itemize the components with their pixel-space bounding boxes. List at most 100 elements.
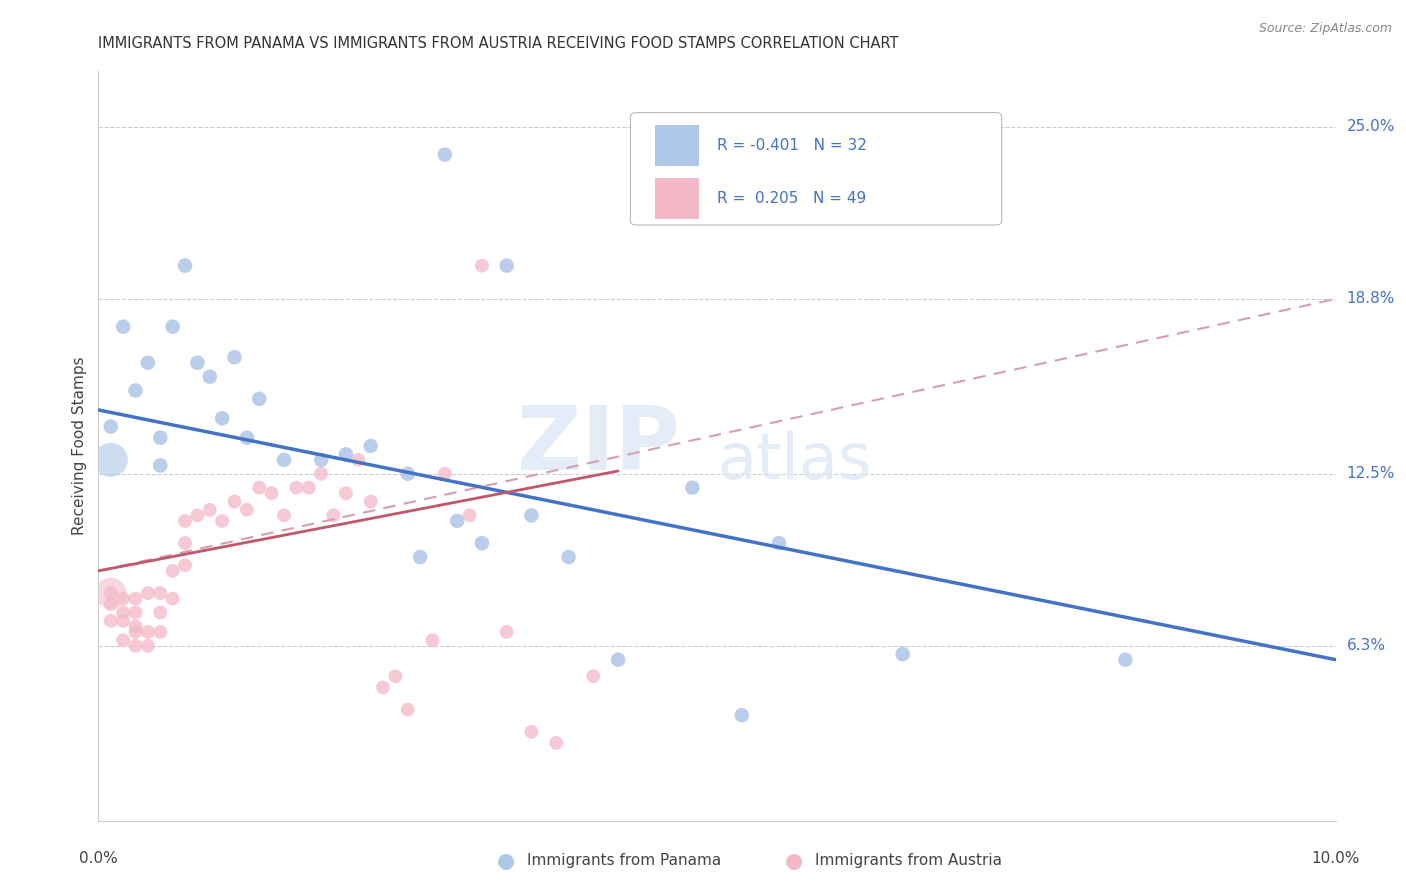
Text: IMMIGRANTS FROM PANAMA VS IMMIGRANTS FROM AUSTRIA RECEIVING FOOD STAMPS CORRELAT: IMMIGRANTS FROM PANAMA VS IMMIGRANTS FRO… — [98, 36, 898, 51]
Point — [285, 481, 308, 495]
Point — [309, 453, 332, 467]
Text: 12.5%: 12.5% — [1347, 467, 1395, 482]
Y-axis label: Receiving Food Stamps: Receiving Food Stamps — [72, 357, 87, 535]
Point — [124, 606, 146, 620]
Point — [112, 614, 135, 628]
Point — [224, 350, 246, 364]
Point — [162, 591, 184, 606]
Point — [149, 586, 172, 600]
Point — [681, 481, 703, 495]
Point — [236, 431, 259, 445]
Point — [136, 624, 159, 639]
Text: 18.8%: 18.8% — [1347, 292, 1395, 307]
Text: 6.3%: 6.3% — [1347, 639, 1386, 653]
Text: 0.0%: 0.0% — [79, 851, 118, 866]
Point — [124, 591, 146, 606]
Text: Immigrants from Panama: Immigrants from Panama — [527, 854, 721, 868]
Bar — [655, 178, 699, 219]
Point — [347, 453, 370, 467]
Point — [124, 619, 146, 633]
Point — [149, 624, 172, 639]
Point — [211, 514, 233, 528]
Point — [100, 586, 122, 600]
Point — [458, 508, 481, 523]
Point — [298, 481, 321, 495]
Point — [557, 549, 579, 564]
Point — [162, 319, 184, 334]
FancyBboxPatch shape — [630, 112, 1001, 225]
Point — [174, 259, 197, 273]
Point — [174, 558, 197, 573]
Point — [471, 536, 494, 550]
Point — [162, 564, 184, 578]
Point — [198, 369, 221, 384]
Point — [335, 486, 357, 500]
Point — [149, 458, 172, 473]
Point — [422, 633, 444, 648]
Point — [731, 708, 754, 723]
Point — [100, 597, 122, 611]
Text: ●: ● — [786, 851, 803, 871]
Point — [360, 439, 382, 453]
Text: ZIP: ZIP — [517, 402, 681, 490]
Point — [124, 624, 146, 639]
Point — [396, 467, 419, 481]
Point — [100, 586, 122, 600]
Point — [174, 536, 197, 550]
Point — [471, 259, 494, 273]
Text: ●: ● — [498, 851, 515, 871]
Point — [446, 514, 468, 528]
Point — [174, 514, 197, 528]
Point — [495, 624, 517, 639]
Point — [1114, 653, 1136, 667]
Point — [124, 639, 146, 653]
Point — [360, 494, 382, 508]
Point — [198, 503, 221, 517]
Point — [260, 486, 283, 500]
Text: 10.0%: 10.0% — [1312, 851, 1360, 866]
Point — [891, 647, 914, 661]
Point — [433, 467, 456, 481]
Point — [136, 586, 159, 600]
Point — [322, 508, 344, 523]
Text: R = -0.401   N = 32: R = -0.401 N = 32 — [717, 138, 868, 153]
Point — [149, 431, 172, 445]
Point — [768, 536, 790, 550]
Point — [247, 481, 270, 495]
Point — [211, 411, 233, 425]
Text: 25.0%: 25.0% — [1347, 120, 1395, 135]
Point — [582, 669, 605, 683]
Point — [396, 703, 419, 717]
Point — [433, 147, 456, 161]
Point — [520, 508, 543, 523]
Point — [186, 356, 208, 370]
Point — [224, 494, 246, 508]
Point — [309, 467, 332, 481]
Text: Source: ZipAtlas.com: Source: ZipAtlas.com — [1258, 22, 1392, 36]
Text: Immigrants from Austria: Immigrants from Austria — [815, 854, 1002, 868]
Bar — [655, 125, 699, 166]
Point — [236, 503, 259, 517]
Point — [149, 606, 172, 620]
Point — [520, 724, 543, 739]
Point — [100, 453, 122, 467]
Point — [607, 653, 630, 667]
Point — [136, 356, 159, 370]
Point — [100, 614, 122, 628]
Point — [136, 639, 159, 653]
Point — [124, 384, 146, 398]
Point — [100, 419, 122, 434]
Point — [495, 259, 517, 273]
Point — [247, 392, 270, 406]
Point — [112, 633, 135, 648]
Point — [273, 453, 295, 467]
Point — [546, 736, 568, 750]
Point — [371, 681, 394, 695]
Point — [335, 447, 357, 461]
Point — [112, 591, 135, 606]
Point — [273, 508, 295, 523]
Point — [112, 606, 135, 620]
Point — [112, 319, 135, 334]
Point — [384, 669, 406, 683]
Point — [186, 508, 208, 523]
